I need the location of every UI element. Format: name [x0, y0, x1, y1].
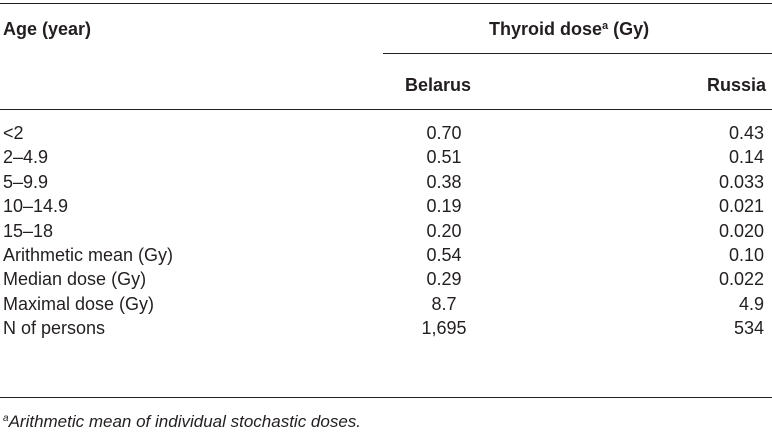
- belarus-dose-value: 8.7: [431, 294, 457, 314]
- row-label: Arithmetic mean (Gy): [3, 245, 174, 265]
- belarus-dose-value: 0.70: [426, 123, 462, 143]
- table-bottom-rule: [0, 397, 772, 398]
- row-label: 5–9.9: [3, 172, 49, 192]
- table-top-rule: [0, 3, 772, 4]
- russia-dose-value: 0.021: [718, 196, 764, 216]
- thyroid-dose-footnote-marker: a: [602, 20, 609, 32]
- row-label: N of persons: [3, 318, 106, 338]
- footnote-marker: a: [3, 413, 9, 424]
- row-label: 15–18: [3, 221, 54, 241]
- belarus-dose-value: 0.19: [426, 196, 462, 216]
- russia-dose-value: 0.14: [728, 147, 764, 167]
- russia-column-header: Russia: [706, 75, 766, 95]
- belarus-dose-value: 0.20: [426, 221, 462, 241]
- russia-dose-value: 534: [733, 318, 764, 338]
- row-label: 2–4.9: [3, 147, 49, 167]
- row-label: 10–14.9: [3, 196, 69, 216]
- russia-dose-value: 0.020: [718, 221, 764, 241]
- russia-dose-value: 0.10: [728, 245, 764, 265]
- russia-dose-value: 0.033: [718, 172, 764, 192]
- dose-header-underline: [383, 53, 772, 54]
- header-separator-rule: [0, 109, 772, 110]
- footnote-text: Arithmetic mean of individual stochastic…: [8, 412, 362, 431]
- belarus-dose-value: 1,695: [421, 318, 467, 338]
- russia-dose-value: 0.022: [718, 269, 764, 289]
- table-footnote: aArithmetic mean of individual stochasti…: [3, 412, 361, 432]
- age-column-header: Age (year): [3, 19, 92, 39]
- row-label: Median dose (Gy): [3, 269, 147, 289]
- belarus-dose-value: 0.38: [426, 172, 462, 192]
- russia-dose-value: 4.9: [738, 294, 764, 314]
- belarus-dose-value: 0.51: [426, 147, 462, 167]
- thyroid-dose-header-unit: (Gy): [608, 19, 650, 39]
- thyroid-dose-header-text: Thyroid dose: [489, 19, 603, 39]
- thyroid-dose-header: Thyroid dosea (Gy): [489, 18, 649, 40]
- russia-dose-value: 0.43: [728, 123, 764, 143]
- belarus-dose-value: 0.29: [426, 269, 462, 289]
- row-label: <2: [3, 123, 24, 143]
- belarus-column-header: Belarus: [405, 75, 472, 95]
- belarus-dose-value: 0.54: [426, 245, 462, 265]
- row-label: Maximal dose (Gy): [3, 294, 155, 314]
